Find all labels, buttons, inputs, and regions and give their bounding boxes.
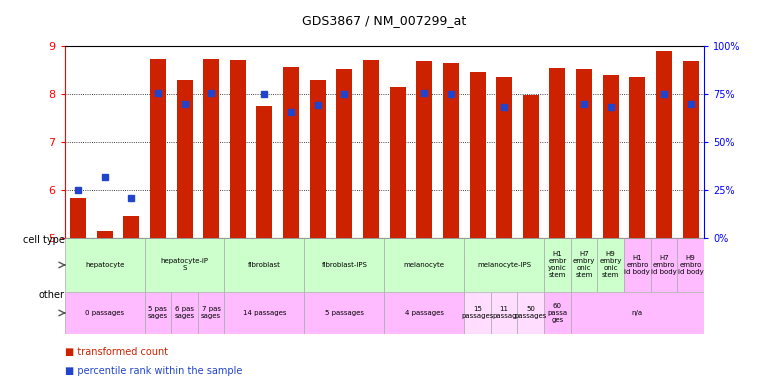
Bar: [624, 238, 651, 292]
Text: H7
embro
id body: H7 embro id body: [651, 255, 677, 275]
Bar: [123, 215, 139, 238]
Bar: [150, 58, 166, 238]
Text: ■ percentile rank within the sample: ■ percentile rank within the sample: [65, 366, 242, 376]
Bar: [390, 87, 406, 238]
Text: 5 passages: 5 passages: [325, 310, 364, 316]
Text: H9
embro
id body: H9 embro id body: [678, 255, 703, 275]
Text: hepatocyte-iP
S: hepatocyte-iP S: [161, 258, 209, 271]
Bar: [416, 61, 432, 238]
Text: H7
embry
onic
stem: H7 embry onic stem: [573, 252, 595, 278]
Bar: [336, 69, 352, 238]
Bar: [384, 292, 464, 334]
Text: melanocyte-IPS: melanocyte-IPS: [477, 262, 531, 268]
Bar: [464, 292, 491, 334]
Text: H9
embry
onic
stem: H9 embry onic stem: [600, 252, 622, 278]
Bar: [304, 238, 384, 292]
Text: H1
embro
id body: H1 embro id body: [625, 255, 650, 275]
Text: hepatocyte: hepatocyte: [85, 262, 124, 268]
Bar: [65, 238, 145, 292]
Bar: [683, 61, 699, 238]
Text: other: other: [39, 290, 65, 300]
Bar: [603, 75, 619, 238]
Text: n/a: n/a: [632, 310, 643, 316]
Text: 0 passages: 0 passages: [85, 310, 124, 316]
Bar: [517, 292, 544, 334]
Text: 60
passa
ges: 60 passa ges: [547, 303, 568, 323]
Bar: [384, 238, 464, 292]
Bar: [198, 292, 224, 334]
Bar: [256, 106, 272, 238]
Bar: [97, 231, 113, 238]
Bar: [549, 68, 565, 238]
Text: 50
passages: 50 passages: [514, 306, 547, 319]
Text: 15
passages: 15 passages: [461, 306, 494, 319]
Bar: [304, 292, 384, 334]
Bar: [443, 63, 459, 238]
Bar: [677, 238, 704, 292]
Text: 7 pas
sages: 7 pas sages: [201, 306, 221, 319]
Bar: [571, 238, 597, 292]
Bar: [283, 67, 299, 238]
Bar: [230, 61, 246, 238]
Bar: [224, 292, 304, 334]
Bar: [651, 238, 677, 292]
Text: 11
passag: 11 passag: [492, 306, 517, 319]
Text: GDS3867 / NM_007299_at: GDS3867 / NM_007299_at: [302, 14, 466, 27]
Bar: [70, 198, 86, 238]
Bar: [464, 238, 544, 292]
Bar: [145, 238, 224, 292]
Bar: [576, 69, 592, 238]
Bar: [171, 292, 198, 334]
Bar: [177, 79, 193, 238]
Text: ■ transformed count: ■ transformed count: [65, 347, 168, 357]
Text: H1
embr
yonic
stem: H1 embr yonic stem: [548, 252, 567, 278]
Text: 4 passages: 4 passages: [405, 310, 444, 316]
Text: 14 passages: 14 passages: [243, 310, 286, 316]
Bar: [491, 292, 517, 334]
Text: 6 pas
sages: 6 pas sages: [174, 306, 195, 319]
Bar: [544, 238, 571, 292]
Text: fibroblast: fibroblast: [248, 262, 281, 268]
Bar: [629, 77, 645, 238]
Bar: [544, 292, 571, 334]
Bar: [310, 79, 326, 238]
Text: melanocyte: melanocyte: [404, 262, 444, 268]
Bar: [523, 94, 539, 238]
Text: 5 pas
sages: 5 pas sages: [148, 306, 168, 319]
Bar: [65, 292, 145, 334]
Bar: [363, 61, 379, 238]
Text: cell type: cell type: [23, 235, 65, 245]
Bar: [145, 292, 171, 334]
Bar: [571, 292, 704, 334]
Bar: [203, 59, 219, 238]
Text: fibroblast-IPS: fibroblast-IPS: [321, 262, 368, 268]
Bar: [224, 238, 304, 292]
Bar: [496, 77, 512, 238]
Bar: [597, 238, 624, 292]
Bar: [470, 71, 486, 238]
Bar: [656, 51, 672, 238]
